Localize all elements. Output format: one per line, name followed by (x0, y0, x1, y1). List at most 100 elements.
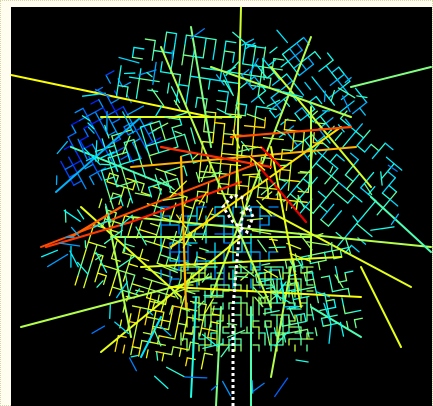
road-segment (59, 242, 81, 247)
road-segment (323, 302, 332, 323)
road-segment (135, 226, 147, 246)
road-segment (155, 205, 166, 210)
road-segment (119, 195, 124, 207)
road-segment (269, 46, 278, 54)
road-segment (111, 277, 116, 288)
street-network-map (11, 7, 432, 406)
road-segment (211, 305, 215, 315)
road-segment (381, 192, 391, 201)
road-segment (107, 130, 117, 137)
road-segment (164, 168, 175, 173)
road-segment (278, 269, 282, 279)
road-segment (325, 65, 333, 74)
road-segment (295, 195, 300, 210)
road-segment (207, 336, 217, 340)
road-segment (370, 226, 395, 231)
road-segment (147, 183, 159, 189)
road-segment (122, 111, 134, 134)
road-segment (298, 206, 307, 216)
road-segment (133, 138, 138, 150)
road-segment (103, 229, 123, 245)
road-segment (338, 181, 348, 190)
road-segment (134, 288, 141, 295)
road-segment (270, 91, 279, 99)
road-segment (135, 129, 142, 140)
road-segment (317, 261, 321, 271)
road-segment (182, 44, 186, 56)
road-segment (76, 172, 83, 182)
road-segment (289, 185, 298, 195)
road-segment (220, 60, 224, 72)
road-segment (147, 231, 158, 236)
road-segments (11, 7, 432, 406)
road-segment (125, 183, 131, 194)
road-segment (70, 119, 81, 126)
road-segment (93, 218, 112, 229)
road-segment (378, 142, 386, 152)
road-segment (328, 275, 332, 285)
road-segment (94, 111, 101, 121)
road-segment (280, 282, 286, 303)
road-segment (342, 80, 351, 88)
road-segment (163, 352, 173, 356)
road-segment (83, 143, 94, 150)
road-segment (288, 169, 291, 182)
road-segment (106, 172, 111, 183)
road-segment (82, 107, 89, 117)
road-segment (364, 143, 372, 153)
road-segment (314, 50, 322, 60)
road-segment (261, 191, 273, 201)
road-segment (314, 232, 324, 237)
road-segment (233, 275, 248, 278)
road-segment (95, 254, 103, 261)
road-segment (314, 327, 318, 337)
road-segment (335, 86, 344, 94)
road-segment (346, 320, 349, 330)
road-segment (331, 72, 338, 81)
road-segment (95, 131, 101, 141)
road-segment (145, 142, 157, 147)
road-segment (307, 181, 310, 194)
road-segment (88, 171, 99, 178)
road-segment (236, 166, 241, 190)
road-segment (212, 131, 215, 144)
road-segment (63, 144, 73, 150)
road-segment (121, 135, 131, 155)
road-segment (138, 77, 150, 81)
road-segment (296, 200, 308, 203)
road-segment (100, 236, 242, 353)
road-segment (138, 220, 143, 231)
road-segment (348, 130, 357, 140)
road-segment (156, 294, 160, 304)
road-segment (295, 313, 305, 316)
road-segment (353, 317, 363, 321)
road-segment (221, 142, 224, 155)
road-segment (161, 352, 165, 362)
road-segment (212, 48, 216, 61)
road-segment (156, 351, 159, 361)
road-segment (114, 144, 119, 156)
road-segment (303, 184, 312, 194)
road-segment (316, 83, 324, 92)
road-segment (183, 324, 187, 334)
road-segment (291, 139, 294, 152)
road-segment (149, 292, 153, 302)
road-segment (222, 132, 225, 145)
road-segment (356, 144, 366, 153)
road-segment (190, 28, 205, 39)
road-segment (315, 154, 324, 164)
road-segment (217, 89, 230, 93)
road-segment (339, 105, 348, 113)
road-segment (204, 98, 208, 110)
road-segment (387, 170, 396, 179)
road-segment (114, 269, 119, 280)
road-segment (92, 163, 99, 173)
road-segment (300, 295, 310, 299)
road-segment (145, 316, 156, 320)
road-segment (339, 321, 345, 337)
road-segment (296, 257, 304, 269)
road-segment (222, 50, 226, 62)
road-segment (326, 203, 335, 213)
road-segment (240, 195, 246, 216)
road-segment (142, 135, 147, 147)
